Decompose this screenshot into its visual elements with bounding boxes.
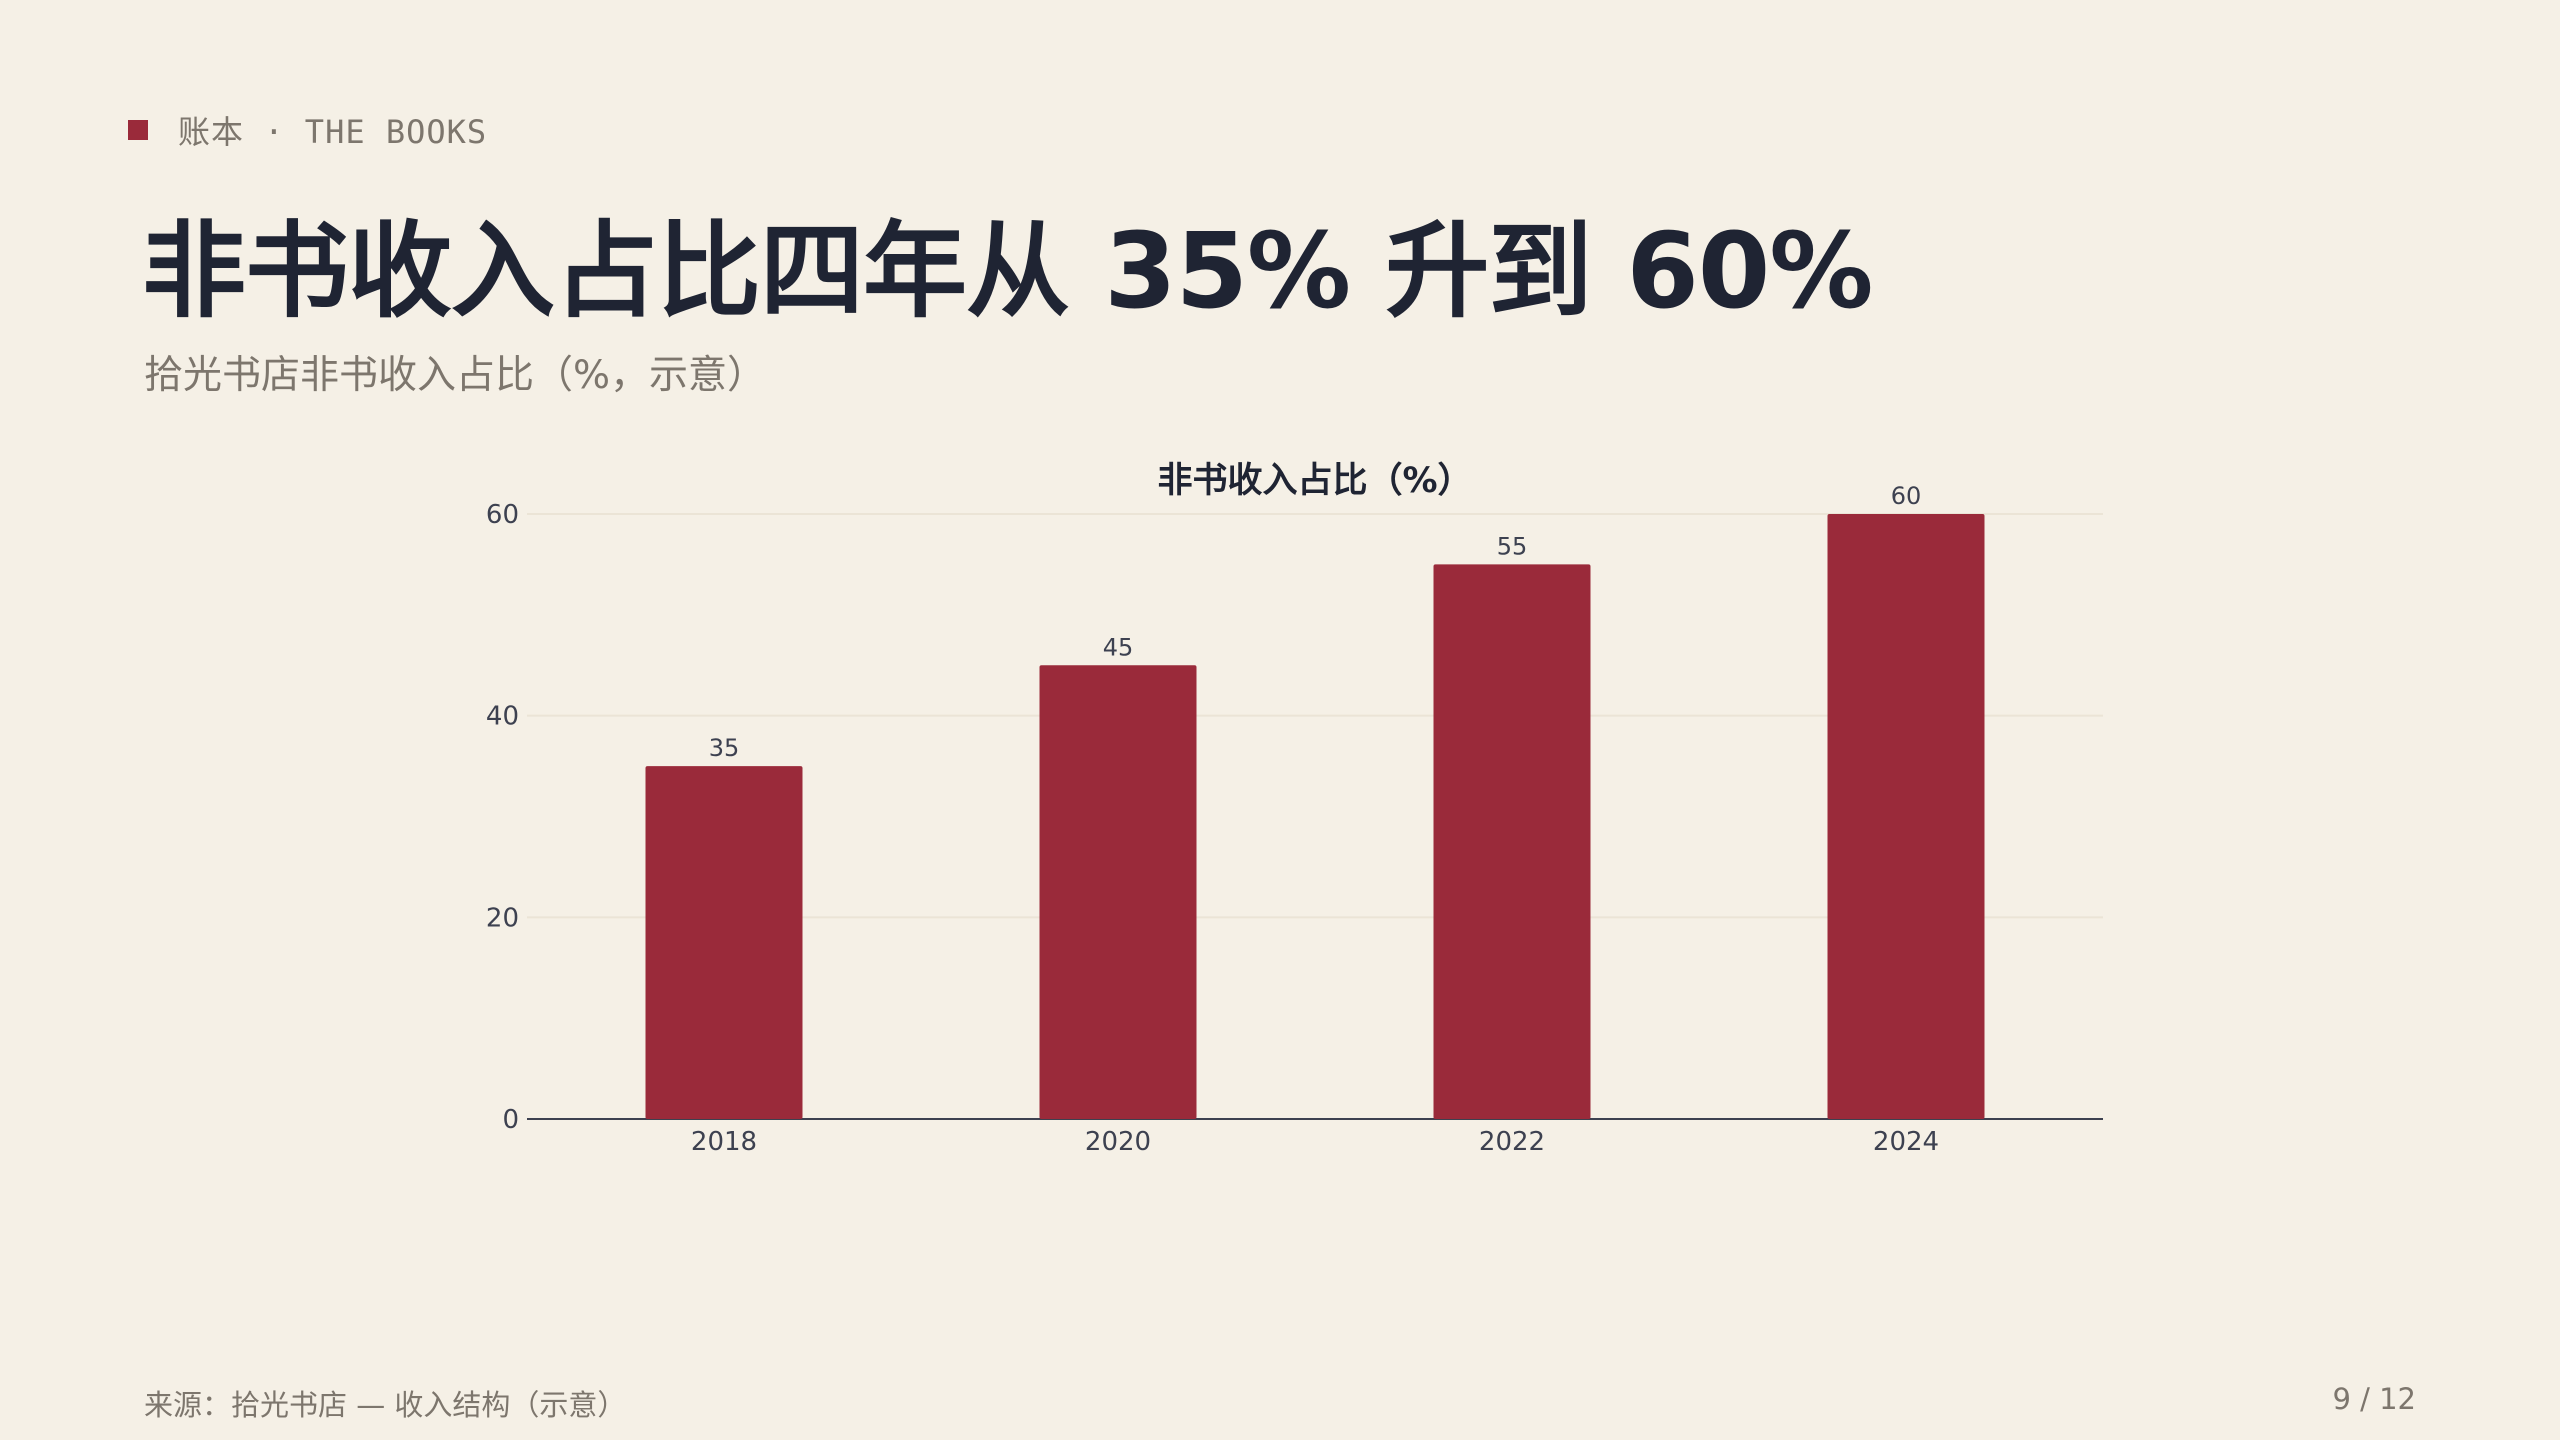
y-tick-label: 60: [486, 500, 519, 530]
bar-value-label: 60: [1891, 482, 1922, 510]
bar-value-label: 35: [709, 734, 740, 762]
bar: [1433, 564, 1591, 1119]
x-tick-label: 2018: [691, 1127, 757, 1157]
source-note: 来源：拾光书店 — 收入结构（示意）: [144, 1388, 627, 1422]
chart-labels: 0 20 40 60 35 2018 45 2020 55 2022 60 2024: [486, 482, 1939, 1157]
x-tick-label: 2022: [1479, 1127, 1545, 1157]
bars: [645, 514, 1985, 1119]
page-title: 非书收入占比四年从 35% 升到 60%: [142, 210, 1873, 332]
kicker-square-icon: [128, 120, 148, 140]
x-tick-label: 2020: [1085, 1127, 1151, 1157]
y-tick-label: 0: [502, 1105, 519, 1135]
page-subtitle: 拾光书店非书收入占比（%，示意）: [144, 353, 767, 398]
y-tick-label: 40: [486, 702, 519, 732]
kicker-text: 账本 · THE BOOKS: [178, 113, 488, 151]
y-tick-label: 20: [486, 903, 519, 933]
x-tick-label: 2024: [1873, 1127, 1939, 1157]
bar-value-label: 55: [1497, 532, 1528, 560]
bar: [645, 766, 803, 1119]
bar: [1039, 665, 1197, 1119]
bar-value-label: 45: [1103, 633, 1134, 661]
bar: [1827, 514, 1985, 1119]
page-number: 9 / 12: [2332, 1382, 2416, 1416]
kicker: 账本 · THE BOOKS: [128, 108, 487, 152]
chart-title: 非书收入占比（%）: [1157, 461, 1472, 501]
